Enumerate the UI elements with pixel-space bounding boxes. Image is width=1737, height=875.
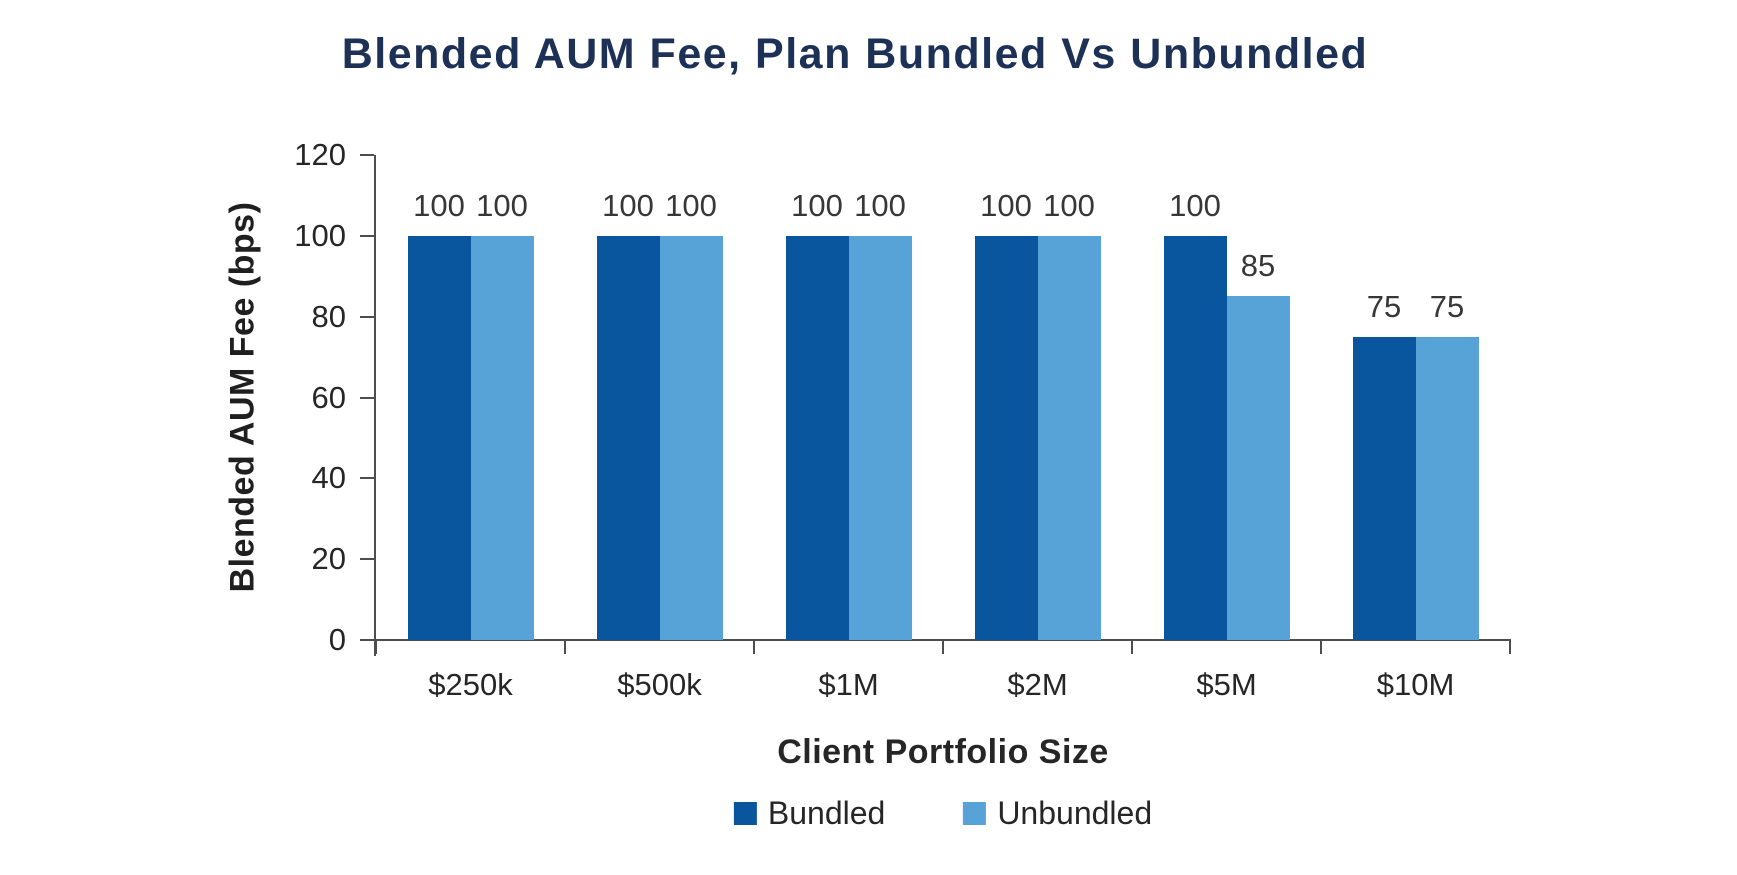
- legend-item-bundled: Bundled: [733, 795, 886, 832]
- value-label: 100: [1169, 187, 1221, 223]
- bar-bundled-$2M: [974, 235, 1038, 640]
- value-label: 100: [602, 187, 654, 223]
- x-tick-mark: [1509, 640, 1511, 654]
- bar-unbundled-$500k: [659, 235, 723, 640]
- value-label: 100: [1043, 187, 1095, 223]
- x-tick-mark: [753, 640, 755, 654]
- bar-unbundled-$250k: [470, 235, 534, 640]
- value-label: 100: [476, 187, 528, 223]
- x-tick-label: $2M: [1007, 667, 1068, 702]
- legend-swatch-unbundled: [963, 802, 987, 825]
- y-tick-mark: [360, 477, 374, 480]
- value-label: 100: [791, 187, 843, 223]
- y-tick-mark: [360, 234, 374, 237]
- value-label: 100: [413, 187, 465, 223]
- y-tick-mark: [360, 315, 374, 318]
- x-tick-label: $5M: [1196, 667, 1257, 702]
- legend-swatch-bundled: [733, 802, 757, 825]
- bar-unbundled-$10M: [1415, 336, 1479, 640]
- y-tick-label: 100: [294, 217, 346, 253]
- bar-unbundled-$5M: [1226, 296, 1290, 640]
- legend-label: Bundled: [767, 795, 886, 831]
- x-tick-mark: [1131, 640, 1133, 654]
- y-tick-label: 80: [311, 298, 346, 334]
- x-tick-label: $500k: [617, 667, 702, 702]
- chart-title: Blended AUM Fee, Plan Bundled Vs Unbundl…: [341, 30, 1369, 78]
- value-label: 75: [1366, 288, 1402, 324]
- y-tick-mark: [360, 639, 374, 641]
- x-tick-mark: [375, 640, 377, 654]
- y-axis-line: [374, 155, 376, 656]
- y-tick-mark: [360, 558, 374, 561]
- bar-bundled-$500k: [596, 235, 660, 640]
- value-label: 100: [854, 187, 906, 223]
- x-axis-title: Client Portfolio Size: [777, 733, 1109, 771]
- bar-unbundled-$1M: [848, 235, 912, 640]
- y-tick-label: 120: [294, 137, 346, 172]
- x-tick-mark: [564, 640, 566, 654]
- x-tick-mark: [942, 640, 944, 654]
- legend-label: Unbundled: [997, 795, 1153, 831]
- x-tick-label: $250k: [428, 667, 513, 702]
- y-tick-label: 20: [311, 541, 346, 577]
- legend-item-unbundled: Unbundled: [963, 795, 1152, 832]
- value-label: 100: [980, 187, 1032, 223]
- value-label: 100: [665, 187, 717, 223]
- x-tick-label: $1M: [818, 667, 879, 702]
- bar-bundled-$1M: [785, 235, 849, 640]
- y-tick-mark: [360, 396, 374, 399]
- legend: Bundled Unbundled: [733, 795, 1152, 832]
- value-label: 85: [1240, 248, 1276, 284]
- y-tick-label: 0: [328, 622, 346, 657]
- y-tick-label: 60: [311, 379, 346, 415]
- y-tick-label: 40: [311, 460, 346, 496]
- x-tick-label: $10M: [1376, 667, 1455, 702]
- y-tick-mark: [360, 154, 374, 156]
- bar-bundled-$250k: [407, 235, 471, 640]
- bar-bundled-$10M: [1352, 336, 1416, 640]
- bar-bundled-$5M: [1163, 235, 1227, 640]
- bar-unbundled-$2M: [1037, 235, 1101, 640]
- x-tick-mark: [1320, 640, 1322, 654]
- value-label: 75: [1429, 288, 1465, 324]
